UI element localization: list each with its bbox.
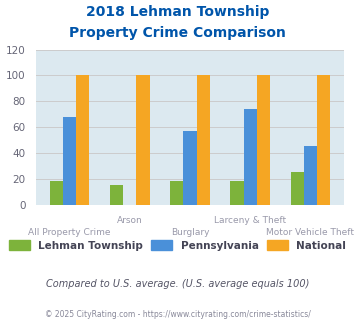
Bar bbox=[290, 172, 304, 205]
Bar bbox=[183, 131, 197, 205]
Text: Arson: Arson bbox=[117, 216, 143, 225]
Bar bbox=[257, 75, 270, 205]
Bar bbox=[317, 75, 330, 205]
Bar bbox=[197, 75, 210, 205]
Bar bbox=[63, 117, 76, 205]
Bar bbox=[76, 75, 89, 205]
Text: © 2025 CityRating.com - https://www.cityrating.com/crime-statistics/: © 2025 CityRating.com - https://www.city… bbox=[45, 310, 310, 319]
Bar bbox=[136, 75, 149, 205]
Bar bbox=[110, 185, 123, 205]
Text: Compared to U.S. average. (U.S. average equals 100): Compared to U.S. average. (U.S. average … bbox=[46, 279, 309, 289]
Bar bbox=[230, 181, 244, 205]
Text: Property Crime Comparison: Property Crime Comparison bbox=[69, 26, 286, 40]
Bar bbox=[170, 181, 183, 205]
Text: Motor Vehicle Theft: Motor Vehicle Theft bbox=[267, 228, 354, 237]
Bar bbox=[244, 109, 257, 205]
Text: Larceny & Theft: Larceny & Theft bbox=[214, 216, 286, 225]
Text: Burglary: Burglary bbox=[171, 228, 209, 237]
Legend: Lehman Township, Pennsylvania, National: Lehman Township, Pennsylvania, National bbox=[5, 236, 350, 255]
Text: 2018 Lehman Township: 2018 Lehman Township bbox=[86, 5, 269, 19]
Bar bbox=[304, 147, 317, 205]
Text: All Property Crime: All Property Crime bbox=[28, 228, 111, 237]
Bar bbox=[50, 181, 63, 205]
